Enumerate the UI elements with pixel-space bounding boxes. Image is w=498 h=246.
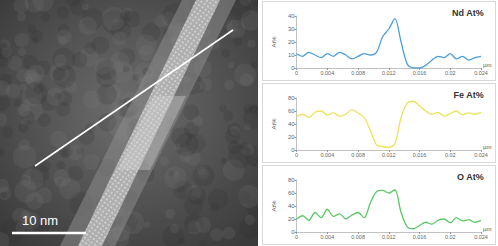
svg-text:80: 80 (288, 95, 295, 101)
svg-text:0: 0 (291, 65, 295, 71)
svg-text:0: 0 (295, 70, 298, 76)
svg-text:µm: µm (483, 226, 491, 232)
svg-text:0.02: 0.02 (445, 234, 456, 240)
svg-text:0.016: 0.016 (413, 152, 427, 158)
svg-text:At%: At% (271, 36, 277, 48)
svg-text:0.024: 0.024 (474, 234, 488, 240)
svg-text:0.008: 0.008 (351, 234, 365, 240)
svg-text:Nd At%: Nd At% (452, 8, 484, 18)
svg-text:0.012: 0.012 (382, 234, 396, 240)
svg-text:0.008: 0.008 (351, 70, 365, 76)
svg-text:0.004: 0.004 (320, 234, 334, 240)
svg-text:At%: At% (271, 200, 277, 212)
svg-text:0.024: 0.024 (474, 70, 488, 76)
svg-text:20: 20 (288, 39, 295, 45)
svg-text:60: 60 (288, 108, 295, 114)
svg-text:60: 60 (288, 190, 295, 196)
svg-text:0: 0 (295, 234, 298, 240)
svg-text:0.012: 0.012 (382, 70, 396, 76)
svg-text:40: 40 (288, 121, 295, 127)
svg-text:0.02: 0.02 (445, 70, 456, 76)
svg-text:10 nm: 10 nm (22, 213, 58, 228)
svg-text:0.024: 0.024 (474, 152, 488, 158)
svg-text:0.016: 0.016 (413, 234, 427, 240)
svg-text:0: 0 (295, 152, 298, 158)
svg-text:10: 10 (288, 52, 295, 58)
svg-text:80: 80 (288, 177, 295, 183)
svg-text:0: 0 (291, 147, 295, 153)
svg-text:0.008: 0.008 (351, 152, 365, 158)
svg-text:20: 20 (288, 134, 295, 140)
svg-text:O At%: O At% (457, 172, 484, 182)
svg-text:0: 0 (291, 229, 295, 235)
svg-text:At%: At% (271, 118, 277, 130)
svg-text:40: 40 (288, 203, 295, 209)
svg-text:40: 40 (288, 13, 295, 19)
svg-text:0.004: 0.004 (320, 70, 334, 76)
svg-text:0.012: 0.012 (382, 152, 396, 158)
svg-text:Fe At%: Fe At% (453, 90, 483, 100)
svg-text:0.004: 0.004 (320, 152, 334, 158)
svg-text:µm: µm (483, 62, 491, 68)
svg-text:20: 20 (288, 216, 295, 222)
svg-text:0.016: 0.016 (413, 70, 427, 76)
svg-text:30: 30 (288, 26, 295, 32)
svg-text:0.02: 0.02 (445, 152, 456, 158)
svg-text:µm: µm (483, 144, 491, 150)
